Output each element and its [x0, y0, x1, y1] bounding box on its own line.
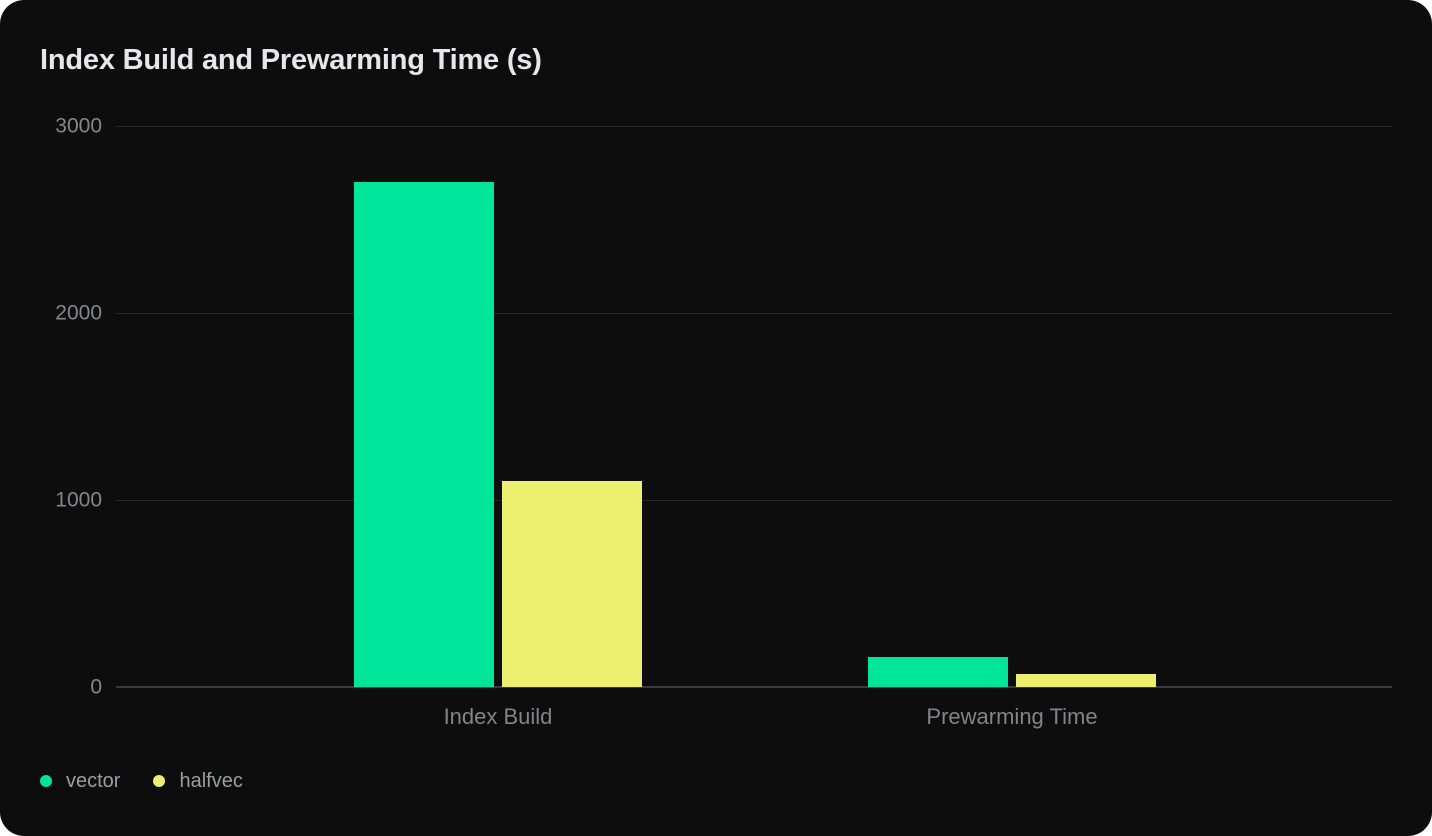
legend-item-vector[interactable]: vector — [40, 771, 120, 791]
y-gridline-1000 — [116, 500, 1392, 501]
bar-halfvec-prewarming-time[interactable] — [1016, 673, 1156, 687]
legend-dot-vector-icon — [40, 775, 52, 787]
x-category-label-index-build: Index Build — [443, 704, 553, 729]
y-tick-label-1000: 1000 — [55, 488, 102, 512]
y-gridline-2000 — [116, 313, 1392, 314]
x-axis-line — [116, 686, 1392, 688]
bar-vector-prewarming-time[interactable] — [868, 657, 1008, 687]
legend-label-vector: vector — [66, 770, 121, 792]
chart-legend: vector halfvec — [40, 771, 243, 791]
bar-vector-index-build[interactable] — [354, 182, 494, 687]
bar-halfvec-index-build[interactable] — [502, 481, 642, 687]
y-tick-label-2000: 2000 — [55, 301, 102, 325]
chart-title: Index Build and Prewarming Time (s) — [40, 44, 542, 76]
legend-label-halfvec: halfvec — [179, 770, 243, 792]
y-gridline-3000 — [116, 126, 1392, 127]
legend-dot-halfvec-icon — [153, 775, 166, 787]
legend-item-halfvec[interactable]: halfvec — [153, 770, 243, 792]
x-category-label-prewarming-time: Prewarming Time — [926, 704, 1098, 729]
y-tick-label-0: 0 — [90, 675, 102, 699]
y-tick-label-3000: 3000 — [55, 114, 102, 138]
